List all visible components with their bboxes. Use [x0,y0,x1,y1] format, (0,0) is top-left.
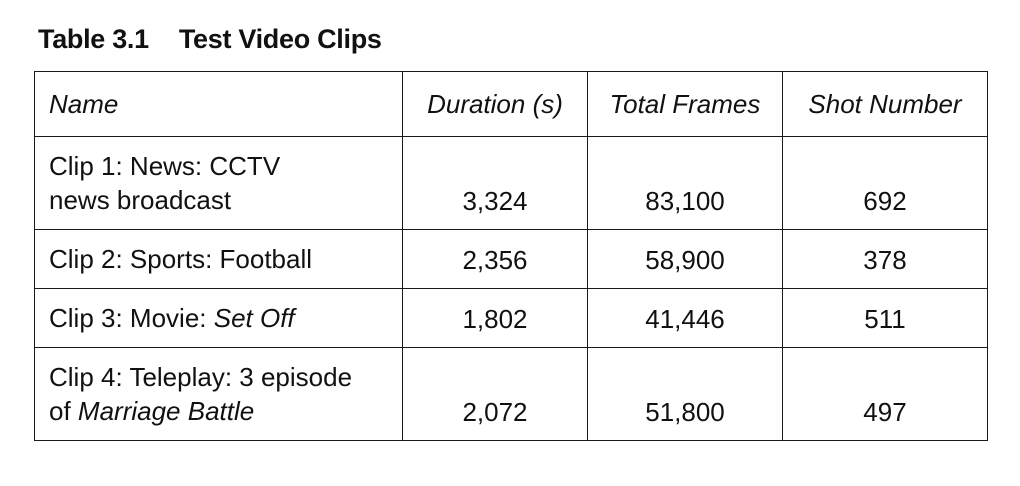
clip-name-cell: Clip 1: News: CCTV news broadcast [34,136,403,230]
duration-cell: 2,072 [402,347,588,441]
total-frames-cell: 51,800 [587,347,783,441]
shot-number-cell: 497 [782,347,988,441]
clip-name-line: of [49,396,78,426]
table-number: Table 3.1 [38,24,149,54]
duration-cell: 2,356 [402,229,588,289]
total-frames-cell: 58,900 [587,229,783,289]
total-frames-cell: 41,446 [587,288,783,348]
duration-cell: 3,324 [402,136,588,230]
clip-name-line: Clip 2: Sports: Football [49,244,313,274]
shot-number-cell: 692 [782,136,988,230]
clip-name-cell: Clip 3: Movie: Set Off [34,288,403,348]
table-row: Clip 2: Sports: Football 2,356 58,900 37… [34,229,988,289]
header-duration: Duration (s) [402,71,588,137]
clip-name-line: news broadcast [49,185,232,215]
clip-name-line: Clip 1: News: CCTV [49,151,281,181]
total-frames-cell: 83,100 [587,136,783,230]
header-total-frames: Total Frames [587,71,783,137]
duration-cell: 1,802 [402,288,588,348]
clip-name-italic: Marriage Battle [77,396,255,426]
table-caption: Table 3.1 Test Video Clips [38,24,382,55]
clip-name-cell: Clip 2: Sports: Football [34,229,403,289]
shot-number-cell: 378 [782,229,988,289]
clip-name-cell: Clip 4: Teleplay: 3 episode of Marriage … [34,347,403,441]
table-row: Clip 4: Teleplay: 3 episode of Marriage … [34,347,988,441]
clip-name-italic: Set Off [213,303,295,333]
table-row: Clip 1: News: CCTV news broadcast 3,324 … [34,136,988,230]
table-header-row: Name Duration (s) Total Frames Shot Numb… [34,71,988,137]
header-name: Name [34,71,403,137]
table-title: Test Video Clips [178,24,382,54]
header-shot-number: Shot Number [782,71,988,137]
table-row: Clip 3: Movie: Set Off 1,802 41,446 511 [34,288,988,348]
clip-name-line: Clip 3: Movie: [49,303,214,333]
test-video-clips-table: Name Duration (s) Total Frames Shot Numb… [34,71,988,441]
clip-name-line: Clip 4: Teleplay: 3 episode [49,362,353,392]
shot-number-cell: 511 [782,288,988,348]
